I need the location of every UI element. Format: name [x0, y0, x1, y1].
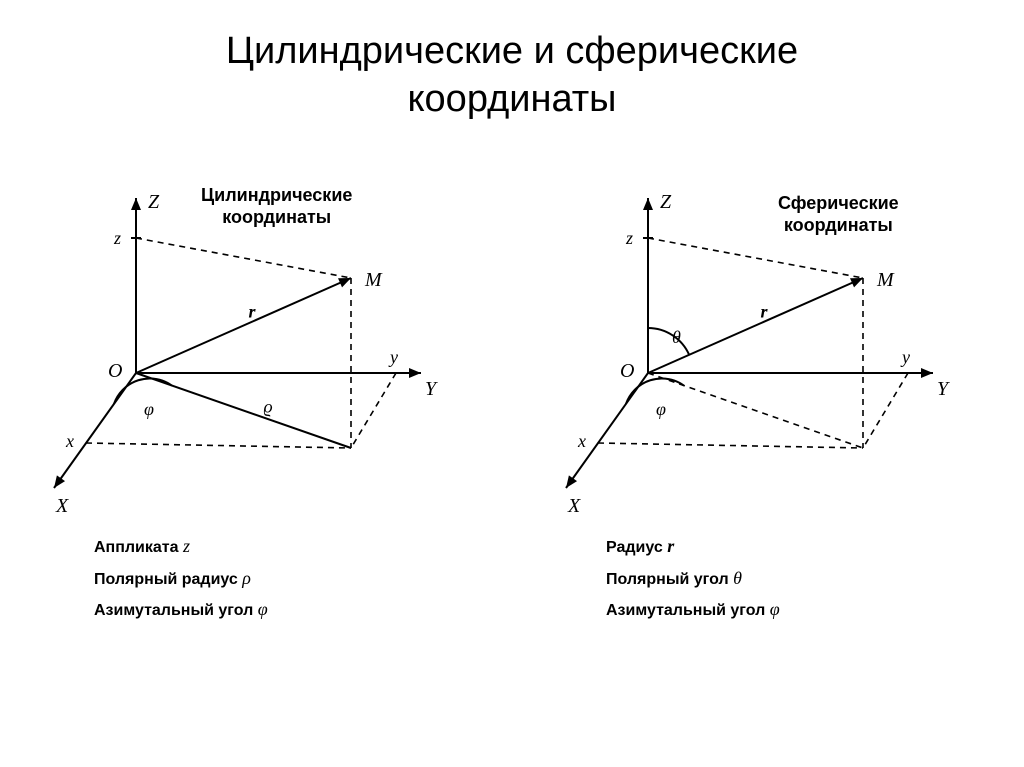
svg-text:Z: Z [660, 191, 672, 213]
caption-line: Азимутальный угол φ [94, 594, 486, 626]
svg-text:X: X [567, 495, 581, 517]
caption-symbol: z [183, 536, 190, 556]
spherical-diagram: Zz O Yy Xx Mr⃗ φ θ [538, 183, 968, 523]
svg-text:O: O [620, 360, 634, 382]
spherical-panel: Сферические координаты Zz O Yy Xx Mr⃗ φ θ Ради… [538, 183, 998, 626]
svg-text:Z: Z [148, 191, 160, 213]
svg-text:M: M [364, 269, 383, 291]
caption-line: Аппликата z [94, 531, 486, 563]
svg-text:φ: φ [656, 399, 666, 419]
svg-text:ϱ: ϱ [264, 397, 273, 417]
svg-text:φ: φ [144, 399, 154, 419]
caption-text: Азимутальный угол [94, 602, 258, 619]
caption-symbol: φ [258, 599, 268, 619]
svg-text:z: z [113, 228, 121, 248]
caption-symbol: ρ [242, 568, 251, 588]
svg-text:X: X [55, 495, 69, 517]
cyl-sub-l1: Цилиндрические [201, 185, 352, 205]
svg-text:Y: Y [425, 378, 438, 400]
cylindrical-diagram: Zz O Yy Xx Mr⃗ φ ϱ [26, 183, 456, 523]
caption-symbol: r [667, 536, 674, 556]
svg-text:z: z [625, 228, 633, 248]
spherical-captions: Радиус rПолярный угол θАзимутальный угол… [606, 531, 998, 626]
svg-text:θ: θ [672, 327, 681, 347]
cyl-sub-l2: координаты [222, 207, 331, 227]
caption-text: Полярный радиус [94, 571, 242, 588]
svg-text:x: x [65, 431, 74, 451]
svg-text:y: y [388, 347, 398, 367]
cylindrical-captions: Аппликата zПолярный радиус ρАзимутальный… [94, 531, 486, 626]
svg-text:y: y [900, 347, 910, 367]
caption-line: Радиус r [606, 531, 998, 563]
caption-text: Азимутальный угол [606, 602, 770, 619]
svg-text:r⃗: r⃗ [761, 302, 782, 322]
title-line-2: координаты [408, 78, 617, 120]
sph-sub-l2: координаты [784, 215, 893, 235]
caption-line: Азимутальный угол φ [606, 594, 998, 626]
caption-text: Аппликата [94, 539, 183, 556]
spherical-subtitle: Сферические координаты [778, 193, 899, 236]
diagram-panels: Цилиндрические координаты Zz O Yy Xx Mr⃗ φ ϱ А… [0, 183, 1024, 626]
caption-text: Полярный угол [606, 571, 733, 588]
title-line-1: Цилиндрические и сферические [226, 30, 798, 72]
svg-text:M: M [876, 269, 895, 291]
cylindrical-subtitle: Цилиндрические координаты [201, 185, 352, 228]
caption-line: Полярный радиус ρ [94, 563, 486, 595]
caption-symbol: φ [770, 599, 780, 619]
caption-line: Полярный угол θ [606, 563, 998, 595]
cylindrical-panel: Цилиндрические координаты Zz O Yy Xx Mr⃗ φ ϱ А… [26, 183, 486, 626]
caption-text: Радиус [606, 539, 667, 556]
svg-text:O: O [108, 360, 122, 382]
svg-text:r⃗: r⃗ [249, 302, 270, 322]
svg-text:x: x [577, 431, 586, 451]
svg-text:Y: Y [937, 378, 950, 400]
sph-sub-l1: Сферические [778, 193, 899, 213]
page-title: Цилиндрические и сферические координаты [0, 0, 1024, 123]
caption-symbol: θ [733, 568, 742, 588]
